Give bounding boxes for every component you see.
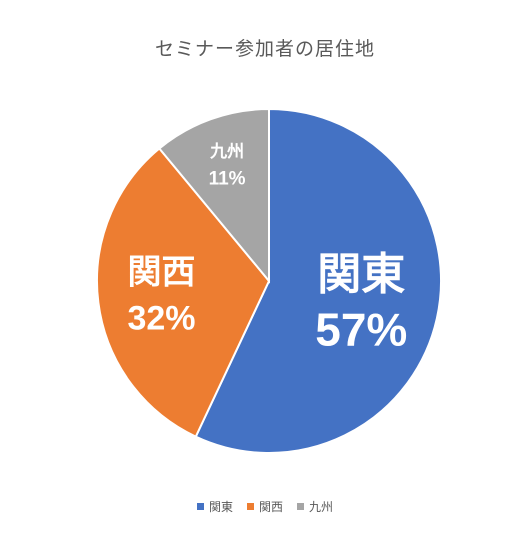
slice-value-label-1: 57%	[315, 304, 407, 356]
legend-item-2: 関西	[246, 498, 283, 515]
slice-category-label-3: 九州	[209, 142, 244, 162]
slice-category-label-1: 関東	[317, 249, 405, 300]
legend-label-1: 関東	[208, 500, 233, 514]
slice-value-label-2: 32%	[127, 300, 195, 338]
pie-slices	[95, 107, 443, 454]
legend-swatch-2	[246, 503, 254, 510]
legend-label-3: 九州	[309, 500, 334, 514]
legend-swatch-3	[297, 503, 304, 510]
legend: 関東 関西 九州	[0, 498, 530, 515]
slice-value-label-3: 11%	[209, 169, 246, 190]
legend-swatch-1	[196, 503, 204, 510]
legend-item-1: 関東	[196, 498, 233, 515]
legend-item-3: 九州	[297, 498, 333, 515]
legend-label-2: 関西	[258, 500, 283, 514]
pie-slice-2	[95, 147, 271, 438]
chart-title: セミナー参加者の居住地	[154, 38, 375, 60]
slice-category-label-2: 関西	[128, 253, 196, 293]
pie-slice-1	[194, 107, 443, 454]
pie-slice-3	[157, 107, 270, 284]
